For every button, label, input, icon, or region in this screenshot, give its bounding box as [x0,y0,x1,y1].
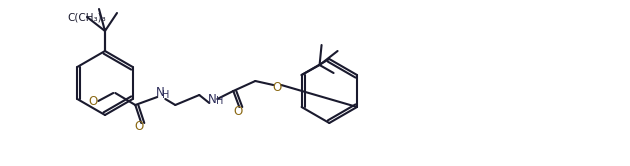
Text: O: O [273,81,282,93]
Text: N: N [208,92,217,106]
Text: O: O [89,94,98,108]
Text: O: O [135,121,144,133]
Text: N: N [156,85,164,98]
Text: H: H [215,96,223,106]
Text: H: H [162,90,169,100]
Text: C(CH₃)₃: C(CH₃)₃ [67,12,106,22]
Text: O: O [234,105,243,118]
